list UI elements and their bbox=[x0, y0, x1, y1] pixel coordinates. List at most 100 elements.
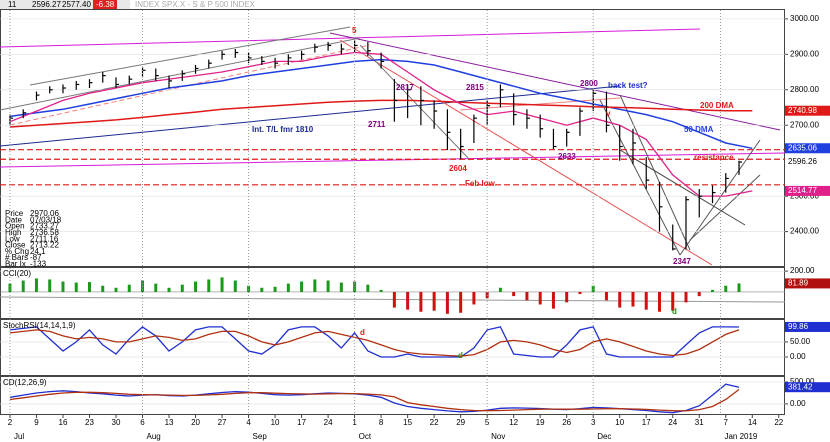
x-tick-label: 19 bbox=[536, 418, 545, 427]
x-tick-label: 17 bbox=[642, 418, 651, 427]
bar bbox=[538, 291, 542, 305]
value-box bbox=[785, 143, 830, 154]
info-label: % Chg bbox=[5, 247, 29, 256]
x-tick-label: 13 bbox=[165, 418, 174, 427]
annotation: d bbox=[458, 351, 463, 360]
x-tick-label: 10 bbox=[271, 418, 280, 427]
x-tick-label: 3 bbox=[591, 418, 596, 427]
annotation: back test? bbox=[608, 81, 648, 90]
bar bbox=[459, 291, 463, 313]
cci-frame bbox=[0, 267, 785, 319]
bar bbox=[194, 281, 198, 292]
bar bbox=[127, 284, 131, 292]
header-change-box bbox=[93, 0, 117, 9]
bar bbox=[525, 291, 529, 301]
bar bbox=[167, 287, 171, 292]
trendline bbox=[619, 94, 691, 251]
moving-average bbox=[9, 99, 753, 128]
value-box bbox=[785, 278, 830, 289]
y-tick-label: 200.00 bbox=[790, 266, 815, 275]
trendline bbox=[619, 149, 746, 226]
panel bbox=[0, 18, 785, 251]
series-label: 50 DMA bbox=[684, 125, 714, 134]
bar bbox=[472, 291, 476, 305]
bar bbox=[737, 283, 741, 292]
y-tick-label: 50.00 bbox=[790, 337, 811, 346]
header-value: -6.38 bbox=[96, 0, 115, 9]
x-tick-label: 2 bbox=[8, 418, 13, 427]
x-tick-label: 23 bbox=[85, 418, 94, 427]
bar bbox=[697, 291, 701, 297]
x-tick-label: 16 bbox=[59, 418, 68, 427]
bar bbox=[498, 287, 502, 292]
value-box bbox=[785, 382, 830, 393]
y-tick-label: 2700.00 bbox=[790, 120, 819, 129]
x-tick-label: 1 bbox=[352, 418, 357, 427]
stoch-frame bbox=[0, 319, 785, 376]
info-value: 2733.27 bbox=[30, 222, 59, 231]
bar bbox=[74, 282, 78, 292]
x-tick-label: 22 bbox=[430, 418, 439, 427]
header-value: 2577.40 bbox=[62, 0, 91, 9]
bar bbox=[512, 291, 516, 297]
x-tick-label: 29 bbox=[456, 418, 465, 427]
annotation: 2633 bbox=[558, 152, 576, 161]
y-tick-label: 0.00 bbox=[790, 399, 806, 408]
x-tick-label: 10 bbox=[615, 418, 624, 427]
y-tick-label: 0.00 bbox=[790, 352, 806, 361]
panel-frames bbox=[0, 9, 785, 415]
bar bbox=[671, 291, 675, 311]
indicator-line bbox=[9, 388, 740, 412]
x-tick-label: 8 bbox=[379, 418, 384, 427]
panel bbox=[0, 381, 785, 414]
value-box bbox=[785, 321, 830, 332]
annotation: 2815 bbox=[466, 83, 484, 92]
bar bbox=[61, 281, 65, 292]
bar bbox=[300, 281, 304, 292]
bar bbox=[657, 291, 661, 312]
bar bbox=[114, 287, 118, 292]
trendline bbox=[0, 37, 361, 111]
annotation: 5 bbox=[352, 26, 357, 35]
bar bbox=[644, 291, 648, 310]
info-label: Price bbox=[5, 209, 24, 218]
month-label: Jul bbox=[14, 432, 24, 441]
info-value: 2713.22 bbox=[30, 241, 59, 250]
x-tick-label: 4 bbox=[246, 418, 251, 427]
macd-frame bbox=[0, 376, 785, 415]
bar bbox=[273, 286, 277, 292]
info-label: Bar Ix bbox=[5, 260, 26, 269]
bar bbox=[578, 291, 582, 295]
header-title: INDEX SPX.X - S & P 500 INDEX bbox=[135, 0, 256, 9]
x-tick-label: 24 bbox=[668, 418, 677, 427]
info-value: 07/03/18 bbox=[30, 215, 62, 224]
month-label: Oct bbox=[359, 432, 372, 441]
x-tick-label: 5 bbox=[485, 418, 490, 427]
bar bbox=[313, 279, 317, 292]
x-tick-label: 24 bbox=[324, 418, 333, 427]
trendline bbox=[599, 99, 681, 256]
month-label: Jan 2019 bbox=[724, 432, 757, 441]
bar bbox=[339, 282, 343, 292]
panel-title: CD(12,26,9) bbox=[3, 378, 47, 387]
x-tick-label: 27 bbox=[218, 418, 227, 427]
bar bbox=[260, 287, 264, 292]
bar bbox=[48, 279, 52, 292]
month-label: Sep bbox=[253, 432, 268, 441]
month-label: Aug bbox=[147, 432, 161, 441]
trendline bbox=[359, 44, 471, 161]
info-value: 24.1 bbox=[30, 247, 46, 256]
header-box bbox=[0, 0, 130, 9]
annotation: 2604 bbox=[449, 164, 467, 173]
bar bbox=[591, 285, 595, 292]
bar bbox=[379, 289, 383, 292]
x-tick-label: 6 bbox=[140, 418, 145, 427]
info-label: Low bbox=[5, 234, 20, 243]
bar bbox=[366, 284, 370, 292]
bar bbox=[101, 285, 105, 292]
price-frame bbox=[0, 9, 785, 267]
y-tick-label: 2900.00 bbox=[790, 49, 819, 58]
annotation: 2817 bbox=[396, 83, 414, 92]
value-box bbox=[785, 185, 830, 196]
